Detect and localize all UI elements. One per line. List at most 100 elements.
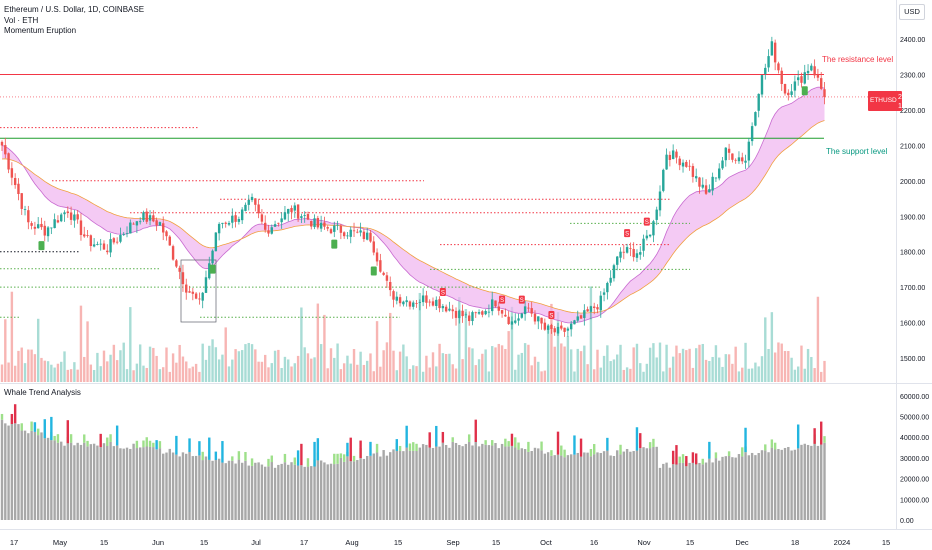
candle-body	[464, 314, 468, 316]
candle-body	[122, 234, 125, 236]
whale-base-bar	[145, 446, 148, 520]
volume-bar	[510, 306, 514, 382]
whale-base-bar	[625, 448, 629, 520]
candle-body	[214, 232, 218, 252]
volume-bar	[76, 369, 79, 382]
whale-green-bar	[773, 442, 777, 450]
volume-bar	[757, 366, 760, 382]
volume-bar	[708, 361, 711, 382]
whale-base-bar	[648, 448, 652, 520]
candle-body	[655, 209, 658, 220]
whale-base-bar	[806, 444, 810, 520]
whale-spike-bar	[820, 421, 823, 445]
volume-indicator-label[interactable]: Vol · ETH	[4, 15, 39, 25]
candle-body	[418, 302, 422, 303]
candle-body	[566, 328, 570, 331]
candle-body	[250, 196, 254, 201]
whale-spike-bar	[99, 433, 102, 448]
whale-base-bar	[379, 456, 382, 520]
whale-base-bar	[191, 456, 195, 520]
whale-base-bar	[158, 448, 162, 520]
whale-base-bar	[800, 444, 803, 520]
volume-bar	[560, 343, 563, 382]
volume-bar	[773, 352, 777, 382]
candle-body	[125, 233, 129, 234]
candle-body	[425, 295, 428, 303]
volume-bar	[273, 350, 277, 382]
candle-body	[66, 211, 69, 214]
candle-body	[135, 221, 139, 226]
volume-bar	[50, 364, 53, 382]
candle-body	[303, 215, 306, 217]
volume-bar	[704, 359, 708, 382]
whale-green-bar	[36, 428, 40, 436]
whale-base-bar	[504, 446, 507, 520]
volume-bar	[635, 343, 639, 382]
candle-body	[757, 93, 760, 111]
whale-base-bar	[303, 466, 306, 520]
whale-green-bar	[451, 437, 454, 442]
whale-pane-title[interactable]: Whale Trend Analysis	[4, 388, 81, 397]
whale-base-bar	[698, 462, 701, 520]
candle-body	[329, 229, 333, 234]
buy-signal-marker	[331, 239, 338, 249]
whale-base-bar	[395, 450, 398, 520]
volume-bar	[438, 343, 441, 382]
whale-base-bar	[415, 451, 418, 520]
volume-bar	[369, 353, 372, 382]
volume-bar	[803, 368, 806, 382]
candle-body	[694, 176, 698, 179]
candle-body	[362, 231, 366, 240]
candlesticks[interactable]	[0, 36, 826, 337]
whale-base-bar	[793, 449, 797, 520]
whale-base-bar	[359, 458, 362, 520]
time-tick-label: 17	[300, 538, 308, 547]
volume-bar	[310, 358, 313, 382]
candle-body	[415, 303, 418, 304]
whale-green-bar	[352, 455, 356, 462]
candle-body	[444, 306, 448, 312]
candle-body	[306, 214, 310, 220]
candle-body	[586, 309, 589, 312]
volume-bar	[382, 350, 385, 382]
candle-body	[20, 193, 23, 209]
volume-bar	[540, 371, 543, 382]
whale-base-bar	[349, 461, 352, 520]
candle-body	[813, 66, 816, 76]
candle-body	[639, 252, 642, 255]
whale-green-bar	[244, 452, 247, 461]
volume-bar	[260, 361, 264, 382]
candle-body	[543, 322, 547, 330]
volume-bar	[211, 339, 214, 382]
whale-spike-bar	[635, 427, 639, 451]
candle-body	[188, 291, 191, 293]
whale-base-bar	[23, 430, 27, 520]
whale-base-bar	[494, 443, 497, 520]
candle-body	[481, 311, 484, 315]
whale-spike-bar	[435, 425, 438, 447]
momentum-indicator-label[interactable]: Momentum Eruption	[4, 26, 77, 35]
sell-signal-marker	[548, 310, 555, 319]
whale-base-bar	[33, 431, 37, 520]
volume-bar	[23, 363, 27, 382]
volume-bar	[171, 353, 175, 382]
volume-bar	[257, 361, 260, 382]
symbol-title[interactable]: Ethereum / U.S. Dollar, 1D, COINBASE	[4, 5, 145, 14]
whale-base-bar	[537, 448, 540, 520]
whale-base-bar	[73, 445, 76, 520]
currency-selector[interactable]: USD	[899, 4, 925, 20]
volume-bar	[349, 363, 352, 382]
candle-body	[102, 243, 106, 250]
candle-body	[579, 315, 583, 319]
whale-base-bar	[369, 455, 372, 520]
volume-bar	[323, 314, 326, 382]
whale-base-bar	[458, 444, 461, 520]
volume-bar	[175, 362, 178, 382]
whale-spike-bar	[685, 456, 688, 467]
candle-body	[0, 141, 4, 146]
volume-bar	[448, 353, 451, 382]
whale-base-bar	[464, 443, 468, 520]
volume-bar	[484, 349, 487, 382]
whale-base-bar	[234, 463, 237, 520]
